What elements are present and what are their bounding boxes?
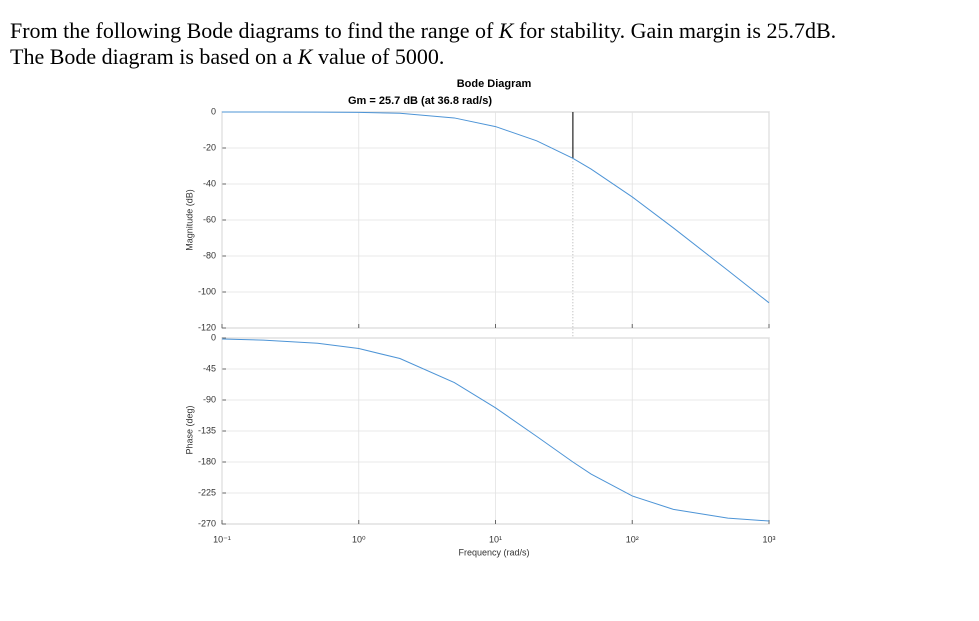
y-tick-label: -90 [203, 394, 216, 404]
x-tick-label: 10⁻¹ [213, 534, 231, 544]
y-tick-label: -120 [198, 322, 216, 332]
y-tick-label: -225 [198, 487, 216, 497]
x-axis-label: Frequency (rad/s) [458, 547, 529, 557]
y-axis-label: Phase (deg) [184, 405, 194, 454]
text: From the following Bode diagrams to find… [10, 18, 499, 43]
y-axis-label: Magnitude (dB) [184, 189, 194, 251]
y-tick-label: -45 [203, 363, 216, 373]
y-tick-label: 0 [211, 332, 216, 342]
y-tick-label: 0 [211, 106, 216, 116]
text: K [498, 18, 514, 43]
y-tick-label: -135 [198, 425, 216, 435]
x-tick-label: 10⁰ [352, 534, 366, 544]
x-tick-label: 10¹ [489, 534, 502, 544]
y-tick-label: -60 [203, 214, 216, 224]
y-tick-label: -80 [203, 250, 216, 260]
text: for stability. Gain margin is 25.7dB. [513, 18, 837, 43]
chart-title: Bode Diagram [457, 78, 532, 90]
chart-subtitle: Gm = 25.7 dB (at 36.8 rad/s) [348, 95, 492, 107]
y-tick-label: -20 [203, 142, 216, 152]
x-tick-label: 10³ [762, 534, 775, 544]
text: value of 5000. [312, 44, 445, 69]
question-line: From the following Bode diagrams to find… [10, 18, 836, 44]
y-tick-label: -270 [198, 518, 216, 528]
y-tick-label: -100 [198, 286, 216, 296]
line-series [221, 338, 770, 522]
y-tick-label: -180 [198, 456, 216, 466]
question-line: The Bode diagram is based on a K value o… [10, 44, 444, 70]
line-series [221, 111, 770, 304]
text: K [297, 44, 313, 69]
y-tick-label: -40 [203, 178, 216, 188]
text: The Bode diagram is based on a [10, 44, 298, 69]
x-tick-label: 10² [626, 534, 639, 544]
